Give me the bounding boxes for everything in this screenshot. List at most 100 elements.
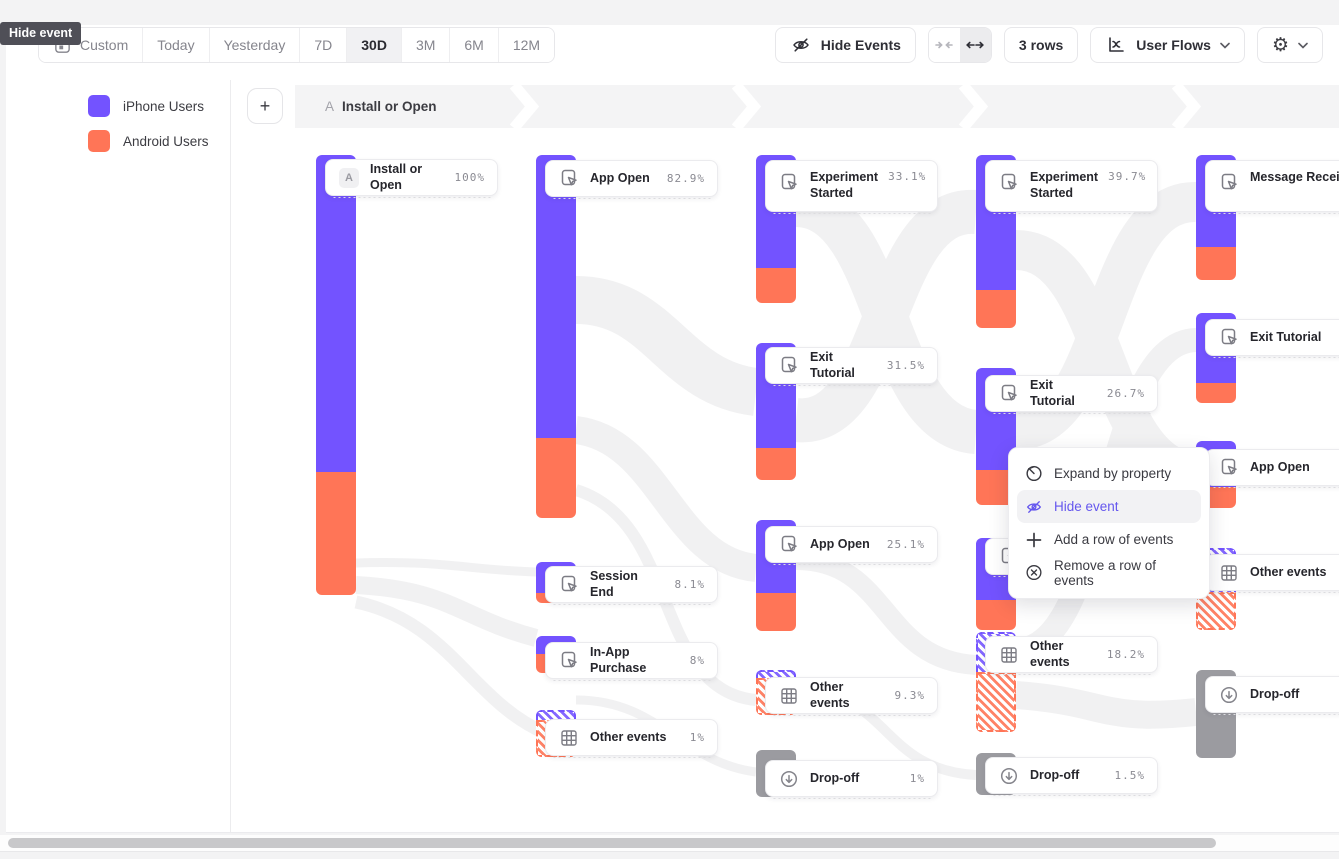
expand-columns-button[interactable]	[959, 28, 991, 62]
date-range-6m[interactable]: 6M	[450, 28, 499, 62]
flow-node-card[interactable]: Other events	[1205, 554, 1339, 594]
hide-event-tooltip: Hide event	[0, 22, 82, 45]
menu-item-label: Expand by property	[1054, 466, 1172, 481]
flow-bar-segment	[536, 710, 576, 720]
flow-bar	[536, 155, 576, 518]
grid-icon	[558, 727, 580, 749]
grid-icon	[1218, 562, 1240, 584]
flow-node-percent: 100%	[454, 171, 485, 184]
spacing-toggle	[927, 27, 992, 63]
flow-node-percent: 1%	[689, 731, 705, 744]
rows-button[interactable]: 3 rows	[1003, 27, 1079, 63]
flow-node-percent: 39.7%	[1108, 170, 1147, 183]
event-icon	[558, 574, 580, 596]
flow-node-percent: 26.7%	[1106, 387, 1145, 400]
collapse-columns-button[interactable]	[928, 28, 960, 62]
flow-node-card[interactable]: Drop-off 1.5%	[985, 757, 1158, 797]
chevron-down-icon	[1298, 42, 1308, 49]
flow-node-card[interactable]: App Open 25.1%	[765, 526, 938, 566]
flow-node-card[interactable]: Drop-off 1%	[765, 760, 938, 800]
flow-node-percent: 82.9%	[666, 172, 705, 185]
step-chevron-icon	[731, 85, 762, 128]
flow-node-label: Drop-off	[1030, 767, 1080, 782]
flow-node-label: In-App Purchase	[590, 644, 647, 675]
flow-node-label: Message Received	[1250, 170, 1339, 184]
remove-icon	[1025, 564, 1043, 582]
start-event-label: A Install or Open	[325, 85, 437, 128]
flow-node-label: Exit Tutorial	[1030, 377, 1075, 408]
add-step-button[interactable]: +	[247, 88, 283, 124]
date-range-7d[interactable]: 7D	[300, 28, 348, 62]
dropoff-icon	[998, 765, 1020, 787]
date-range-12m[interactable]: 12M	[498, 28, 555, 62]
flow-node-label: Exit Tutorial	[810, 349, 855, 380]
flow-node-card[interactable]: Other events 1%	[545, 719, 718, 759]
menu-item-add-a-row-of-events[interactable]: Add a row of events	[1017, 523, 1201, 556]
flow-bar-segment	[536, 155, 576, 438]
flow-bar-segment	[316, 472, 356, 595]
flow-node-percent: 1%	[909, 772, 925, 785]
step-badge: A	[325, 99, 335, 114]
grid-icon	[778, 685, 800, 707]
flow-bar-segment	[316, 155, 356, 472]
flow-node-card[interactable]: Exit Tutorial 26.7%	[985, 375, 1158, 415]
flow-node-label: App Open	[1250, 459, 1310, 474]
flow-node-label: Other events	[1030, 638, 1070, 669]
horizontal-scrollbar[interactable]	[0, 835, 1339, 852]
menu-item-remove-a-row-of-events[interactable]: Remove a row of events	[1017, 556, 1201, 589]
menu-item-expand-by-property[interactable]: Expand by property	[1017, 457, 1201, 490]
flow-node-percent: 31.5%	[886, 359, 925, 372]
flow-node-card[interactable]: Exit Tutorial	[1205, 319, 1339, 359]
event-icon	[558, 650, 580, 672]
user-flows-icon	[1105, 34, 1127, 56]
flow-step-header[interactable]: A Install or Open	[295, 85, 1339, 128]
date-range-3m[interactable]: 3M	[401, 28, 451, 62]
flow-node-label: Other events	[810, 679, 850, 710]
event-icon	[1218, 327, 1240, 349]
date-range-30d[interactable]: 30D	[347, 28, 402, 62]
flow-node-card[interactable]: In-App Purchase 8%	[545, 642, 718, 682]
menu-item-hide-event[interactable]: Hide event	[1017, 490, 1201, 523]
hide-events-label: Hide Events	[820, 37, 901, 53]
date-range-label: Yesterday	[223, 37, 286, 53]
legend-divider	[230, 80, 231, 832]
event-icon	[998, 383, 1020, 405]
date-range-group: Custom Today Yesterday 7D 30D 3M 6M 12M	[38, 27, 556, 63]
flow-node-card[interactable]: Exit Tutorial 31.5%	[765, 347, 938, 387]
step-event-name: Install or Open	[342, 99, 437, 114]
legend-swatch	[88, 95, 110, 117]
flow-node-card[interactable]: Drop-off	[1205, 676, 1339, 716]
event-icon	[778, 355, 800, 377]
flow-node-label: Drop-off	[1250, 686, 1300, 701]
flow-node-card[interactable]: Experiment Started 39.7%	[985, 160, 1158, 215]
chart-type-dropdown[interactable]: User Flows	[1090, 27, 1245, 63]
flow-node-card[interactable]: Message Received	[1205, 160, 1339, 215]
event-icon	[1218, 457, 1240, 479]
date-range-yesterday[interactable]: Yesterday	[209, 28, 301, 62]
flow-node-card[interactable]: Experiment Started 33.1%	[765, 160, 938, 215]
flow-node-card[interactable]: Other events 9.3%	[765, 677, 938, 717]
flow-node-card[interactable]: App Open	[1205, 449, 1339, 489]
flow-node-card[interactable]: App Open 82.9%	[545, 160, 718, 200]
event-icon	[998, 171, 1020, 193]
dropoff-icon	[1218, 684, 1240, 706]
date-range-label: 3M	[415, 37, 436, 53]
step-chevron-icon	[958, 85, 989, 128]
flow-node-label: Experiment Started	[810, 170, 879, 200]
legend-item[interactable]: Android Users	[88, 130, 209, 152]
date-range-label: 12M	[512, 37, 541, 53]
legend-label: Android Users	[123, 133, 209, 149]
event-context-menu: Expand by property Hide event Add a row of…	[1008, 447, 1210, 599]
flow-node-card[interactable]: Other events 18.2%	[985, 636, 1158, 676]
legend-item[interactable]: iPhone Users	[88, 95, 209, 117]
hide-events-button[interactable]: Hide Events	[774, 27, 916, 63]
date-range-today[interactable]: Today	[143, 28, 210, 62]
settings-dropdown[interactable]: ⚙	[1256, 27, 1323, 63]
flow-node-percent: 9.3%	[894, 689, 925, 702]
flow-node-card[interactable]: Session End 8.1%	[545, 566, 718, 606]
flow-bar-segment	[756, 593, 796, 631]
date-range-label: Custom	[80, 37, 129, 53]
step-chevron-icon	[1171, 85, 1202, 128]
scrollbar-thumb[interactable]	[8, 838, 1216, 848]
flow-node-card[interactable]: A Install or Open 100%	[325, 159, 498, 199]
